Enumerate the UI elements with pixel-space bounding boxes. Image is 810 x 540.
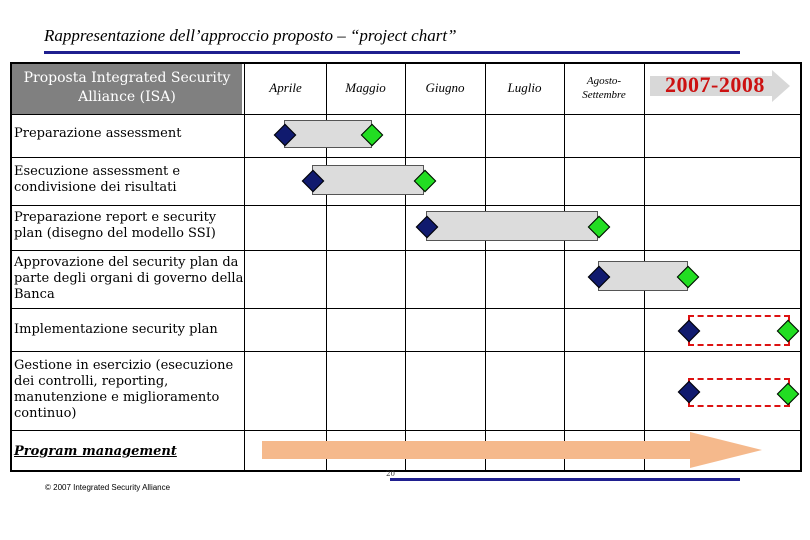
- task-label-5: Implementazione security plan: [14, 322, 218, 337]
- grid-hline: [12, 205, 800, 206]
- task-label-7: Program management: [14, 444, 177, 459]
- grid-vline: [485, 64, 486, 470]
- grid-vline: [326, 64, 327, 470]
- month-maggio: Maggio: [345, 80, 386, 95]
- grid-hline: [12, 157, 800, 158]
- grid-vline: [405, 64, 406, 470]
- grid-hline: [12, 250, 800, 251]
- grid-vline: [564, 64, 565, 470]
- month-aprile: Aprile: [269, 80, 302, 95]
- gantt-bar-1: [284, 120, 372, 148]
- project-chart-frame: [10, 62, 802, 472]
- grid-hline: [12, 308, 800, 309]
- gantt-bar-2: [312, 165, 424, 195]
- task-label-6: Gestione in esercizio (esecuzione dei co…: [14, 358, 234, 421]
- month-giugno: Giugno: [425, 80, 465, 95]
- month-agosto-settembre: Agosto- Settembre: [582, 75, 626, 101]
- program-management-arrow: [262, 432, 762, 468]
- task-label-1: Preparazione assessment: [14, 126, 182, 141]
- month-luglio: Luglio: [507, 80, 542, 95]
- copyright-text: © 2007 Integrated Security Alliance: [45, 483, 171, 492]
- bottom-rule: [390, 478, 740, 481]
- task-label-2: Esecuzione assessment e condivisione dei…: [14, 164, 181, 195]
- grid-vline: [244, 64, 245, 470]
- year-label: 2007-2008: [665, 72, 765, 97]
- grid-hline: [12, 430, 800, 431]
- gantt-bar-3: [426, 211, 598, 241]
- gantt-bar-5-dashed: [688, 315, 790, 346]
- slide-title: Rappresentazione dell’approccio proposto…: [44, 26, 457, 45]
- gantt-bar-4: [598, 261, 688, 291]
- chart-header: Proposta Integrated Security Alliance (I…: [12, 64, 242, 114]
- title-rule: [44, 51, 740, 54]
- page-number: 20: [386, 470, 395, 478]
- task-label-4: Approvazione del security plan da parte …: [14, 255, 244, 302]
- task-label-3: Preparazione report e security plan (dis…: [14, 210, 217, 241]
- grid-hline: [12, 114, 800, 115]
- year-arrow-shape: [650, 70, 790, 102]
- gantt-bar-6-dashed: [688, 378, 790, 407]
- grid-hline: [12, 351, 800, 352]
